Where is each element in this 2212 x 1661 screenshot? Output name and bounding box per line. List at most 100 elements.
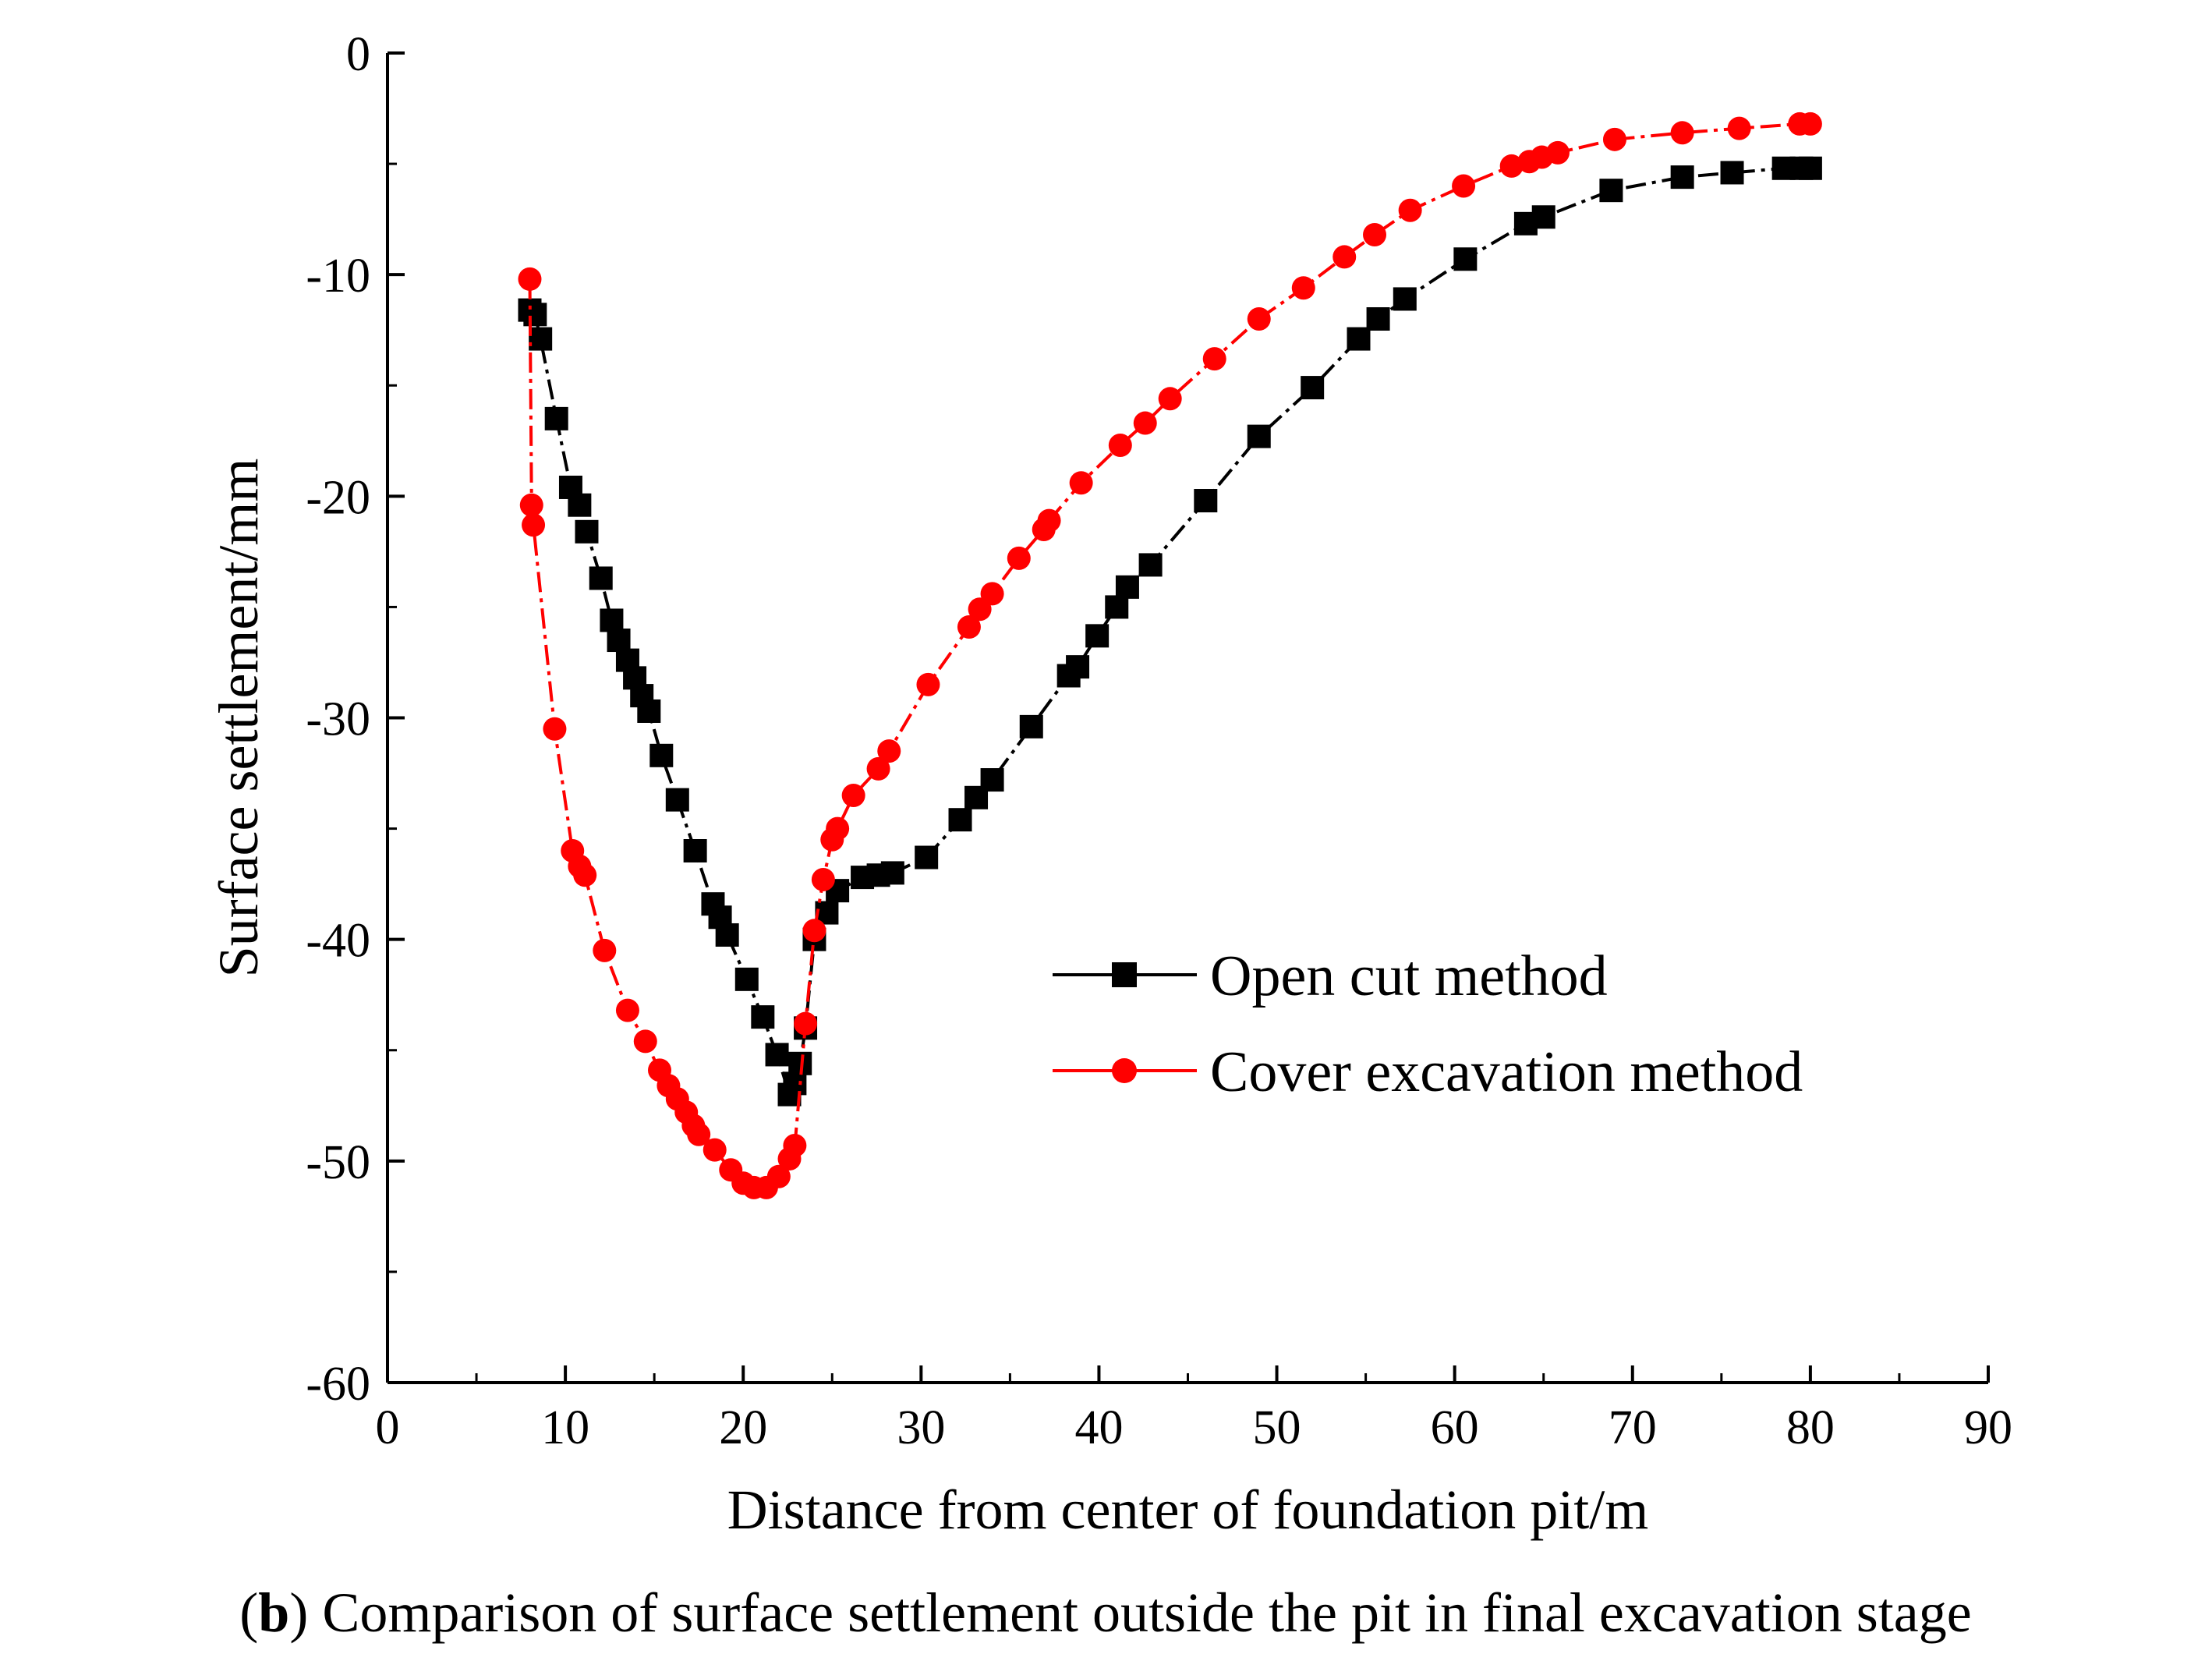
data-point [1247,424,1271,448]
data-point [765,1043,789,1067]
y-tick-label: -60 [306,1358,370,1411]
series-line [529,166,1810,1100]
data-point [703,1138,727,1162]
data-point [589,566,613,590]
x-tick-label: 60 [1431,1401,1479,1454]
data-point [734,967,759,991]
data-point [543,717,567,741]
figure-caption: (b) Comparison of surface settlement out… [239,1581,1971,1644]
data-point [1798,112,1822,136]
x-tick-label: 0 [376,1401,400,1454]
data-point [1670,165,1694,189]
data-point [1499,154,1524,178]
data-point [783,1133,807,1157]
data-point [1037,508,1061,533]
data-point [1599,179,1623,203]
x-tick-label: 10 [541,1401,589,1454]
data-point [1301,376,1325,400]
data-point [1545,140,1570,165]
series-cover-excavation-method [518,112,1822,1199]
data-point [1363,223,1387,247]
y-tick-label: -30 [306,693,370,746]
data-point [1333,245,1357,269]
data-point [916,672,940,696]
x-axis-title: Distance from center of foundation pit/m [727,1479,1649,1541]
y-tick-label: -50 [306,1136,370,1189]
data-point [783,1071,807,1096]
data-point [683,839,707,862]
y-axis-ticks: 0 -10 -20 -30 -40 -50 -60 [306,28,405,1411]
data-point [573,863,597,887]
data-point [715,923,739,947]
data-point [1727,116,1751,140]
data-point [607,629,631,653]
x-tick-label: 80 [1786,1401,1835,1454]
x-tick-label: 40 [1074,1401,1123,1454]
data-point [1347,327,1371,351]
data-point [841,783,865,807]
data-point [948,808,972,832]
data-point [826,816,850,841]
data-point [518,267,542,291]
data-point [1247,307,1271,331]
y-tick-label: -40 [306,915,370,968]
data-point [1019,714,1043,738]
data-point [615,998,639,1022]
series-line [528,122,1810,1189]
data-point [575,519,599,544]
data-point [523,303,547,327]
data-point [637,699,661,723]
data-point [1108,433,1132,457]
data-point [544,406,568,430]
data-point [811,867,835,891]
data-point [519,493,543,517]
x-tick-label: 70 [1609,1401,1657,1454]
data-point [794,1011,818,1036]
plot-series [518,112,1822,1199]
data-point [633,1029,657,1054]
data-point [1453,247,1478,271]
legend-label: Open cut method [1210,944,1608,1008]
data-point [1105,595,1129,619]
data-point [968,597,992,622]
data-point [1291,276,1315,300]
data-point [1194,489,1218,513]
x-tick-label: 30 [897,1401,945,1454]
x-tick-label: 20 [719,1401,767,1454]
y-axis-title: Surface settlement/mm [207,459,270,978]
data-point [1393,287,1417,311]
data-point [980,768,1004,792]
data-point [877,739,901,763]
data-point [665,788,689,812]
y-tick-label: 0 [346,28,370,81]
data-point [687,1122,711,1146]
legend-item: Open cut method [1053,944,1608,1008]
data-point [866,756,890,781]
x-tick-label: 90 [1964,1401,2012,1454]
data-point [1202,347,1226,371]
data-point [1085,624,1110,648]
legend-marker [1112,1058,1137,1083]
data-point [522,513,546,537]
y-tick-label: -20 [306,471,370,524]
data-point [802,919,826,943]
data-point [529,327,553,351]
data-point [957,614,981,639]
legend: Open cut method Cover excavation method [1053,944,1803,1104]
series-open-cut-method [518,156,1822,1107]
data-point [1133,411,1157,435]
data-point [1066,655,1090,679]
data-point [600,608,624,632]
data-point [1138,553,1163,577]
data-point [751,1005,775,1029]
data-point [1158,387,1182,411]
data-point [593,938,617,962]
axes: 0 10 20 30 40 50 60 70 80 90 0 -10 -20 -30 -40 -50 -60 [306,28,2012,1454]
data-point [1398,198,1422,222]
caption-label: b [258,1581,289,1644]
legend-marker [1112,962,1137,987]
data-point [1602,127,1626,151]
data-point [1452,174,1476,198]
data-point [980,582,1004,606]
data-point [1531,205,1555,229]
